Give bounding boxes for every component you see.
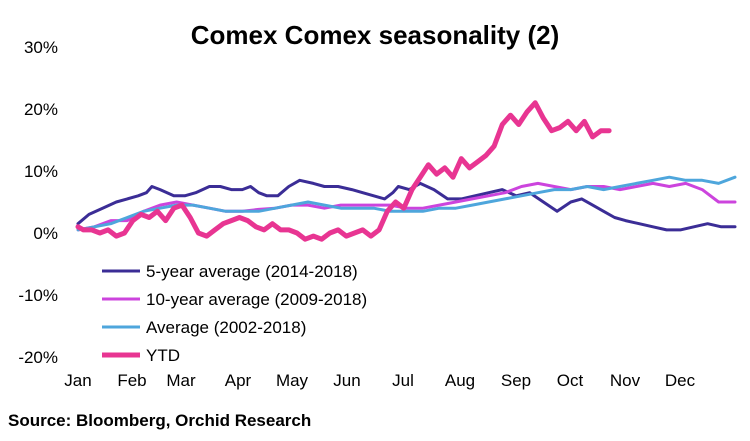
y-tick-label: -20% <box>18 348 58 367</box>
x-tick-label: Oct <box>557 371 584 390</box>
x-tick-label: Feb <box>117 371 146 390</box>
x-tick-label: Sep <box>501 371 531 390</box>
x-axis: Jan Feb Mar Apr May Jun Jul Aug Sep Oct Nov Dec <box>64 371 695 390</box>
x-tick-label: Apr <box>225 371 252 390</box>
series-line-0 <box>76 178 737 232</box>
y-tick-label: -10% <box>18 286 58 305</box>
series-lines <box>75 100 737 242</box>
source-note: Source: Bloomberg, Orchid Research <box>8 411 311 430</box>
x-tick-label: Jul <box>392 371 414 390</box>
legend-label: Average (2002-2018) <box>146 318 306 337</box>
x-tick-label: Aug <box>445 371 475 390</box>
y-tick-label: 30% <box>24 38 58 57</box>
y-tick-label: 10% <box>24 162 58 181</box>
x-tick-label: Jan <box>64 371 91 390</box>
chart-title: Comex Comex seasonality (2) <box>191 20 559 50</box>
legend-label: 5-year average (2014-2018) <box>146 262 358 281</box>
x-tick-label: May <box>276 371 309 390</box>
x-tick-label: Jun <box>333 371 360 390</box>
x-tick-label: Nov <box>610 371 641 390</box>
x-tick-label: Dec <box>665 371 696 390</box>
series-line-2 <box>76 175 737 232</box>
y-tick-label: 20% <box>24 100 58 119</box>
legend-label: 10-year average (2009-2018) <box>146 290 367 309</box>
y-axis: 30% 20% 10% 0% -10% -20% <box>18 38 58 367</box>
x-tick-label: Mar <box>166 371 196 390</box>
legend-label: YTD <box>146 346 180 365</box>
series-line-3 <box>75 100 612 242</box>
y-tick-label: 0% <box>33 224 58 243</box>
legend: 5-year average (2014-2018) 10-year averag… <box>102 262 367 365</box>
